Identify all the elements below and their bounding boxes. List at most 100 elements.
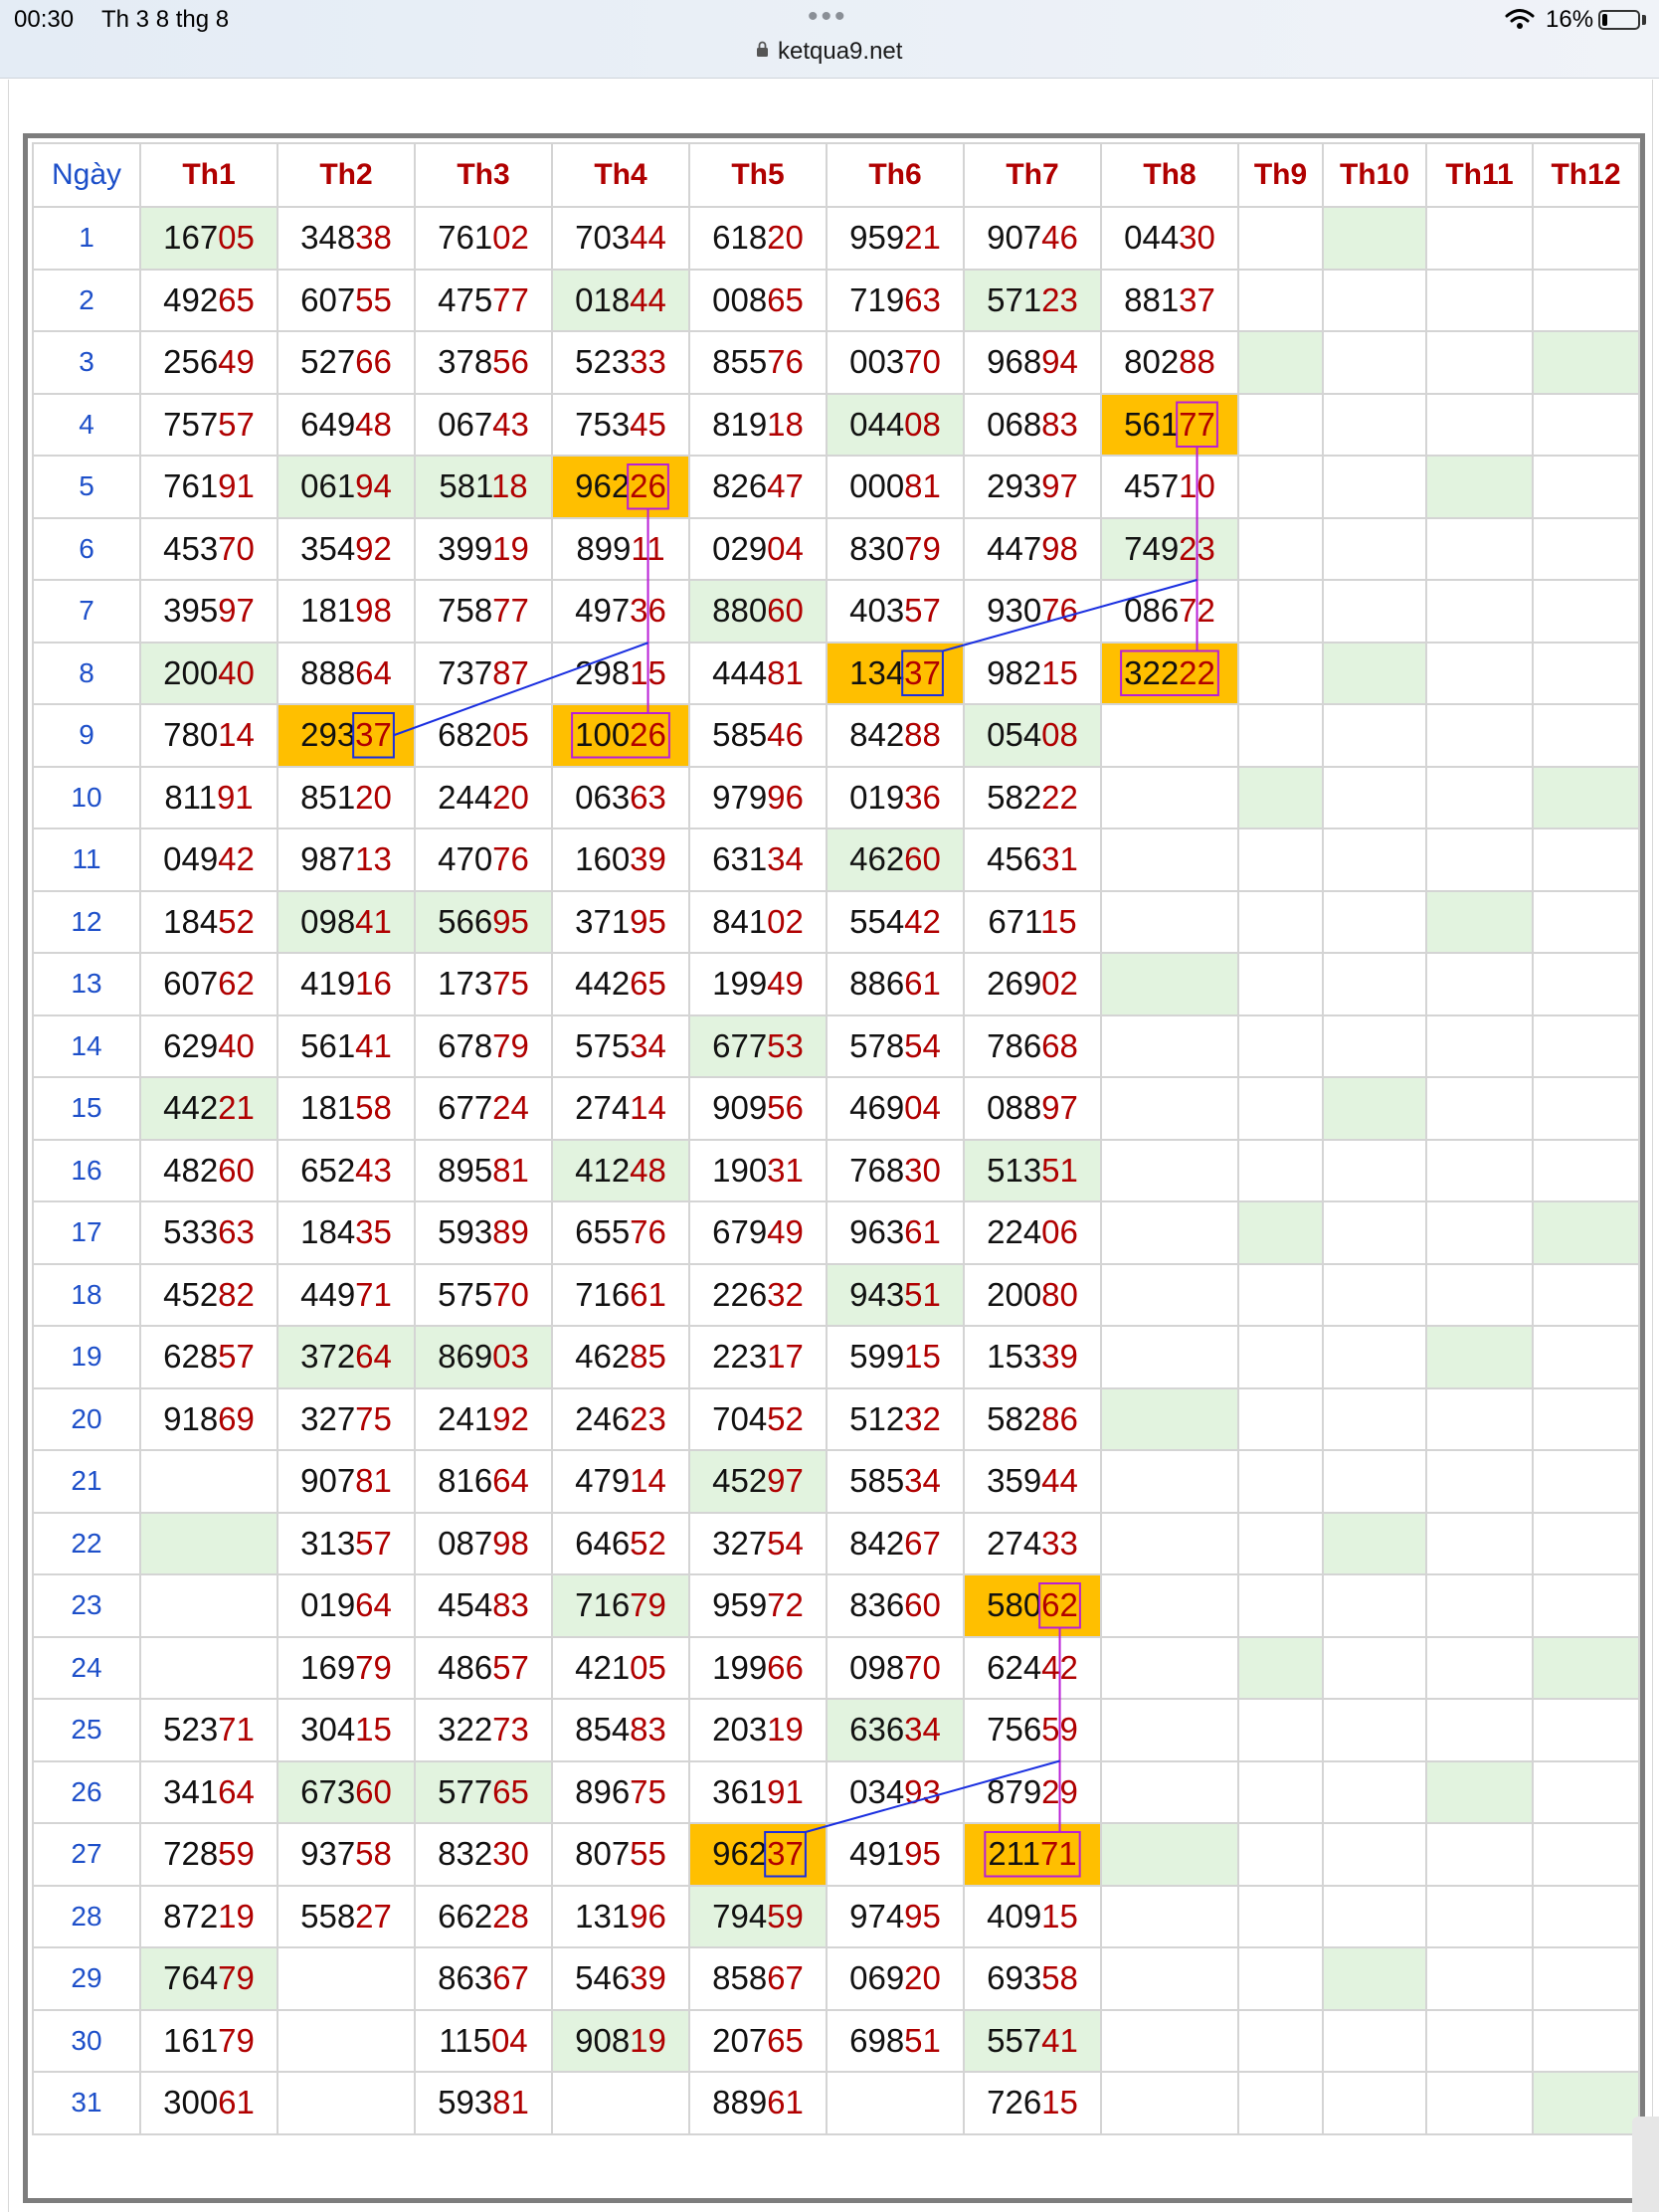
result-cell: 29397 xyxy=(963,455,1102,519)
address-url[interactable]: ketqua9.net xyxy=(778,38,903,65)
result-cell: 45483 xyxy=(414,1573,553,1638)
day-cell: 15 xyxy=(32,1076,141,1141)
result-cell xyxy=(1237,1076,1324,1141)
scroll-tab[interactable] xyxy=(1632,2117,1659,2212)
result-cell: 80288 xyxy=(1100,330,1239,395)
result-cell: 63634 xyxy=(826,1698,965,1762)
result-cell xyxy=(1322,1511,1427,1575)
result-cell: 71679 xyxy=(551,1573,690,1638)
result-cell: 59381 xyxy=(414,2071,553,2135)
result-cell: 00081 xyxy=(826,455,965,519)
header-month-5: Th5 xyxy=(688,142,828,208)
table-body: 1 16705 34838 76102 70344 61820 95921 90746 0443… xyxy=(32,206,1640,2135)
battery-icon xyxy=(1598,10,1640,30)
result-cell: 58222 xyxy=(963,765,1102,830)
result-cell: 00370 xyxy=(826,330,965,395)
result-cell xyxy=(1100,952,1239,1016)
result-cell: 67724 xyxy=(414,1076,553,1141)
result-cell: 13437 xyxy=(826,641,965,705)
result-cell xyxy=(1532,1884,1640,1948)
result-cell xyxy=(1322,1262,1427,1327)
result-cell xyxy=(1322,1573,1427,1638)
result-cell: 78014 xyxy=(139,703,278,768)
day-cell: 26 xyxy=(32,1759,141,1824)
result-cell xyxy=(1237,516,1324,581)
result-cell: 51232 xyxy=(826,1386,965,1451)
result-cell xyxy=(1532,828,1640,892)
result-cell: 53363 xyxy=(139,1200,278,1265)
table-row: 9 78014 29337 68205 10026 58546 84288 05408 xyxy=(32,703,1640,768)
result-cell: 22632 xyxy=(688,1262,828,1327)
result-cell: 95972 xyxy=(688,1573,828,1638)
result-cell: 09841 xyxy=(276,889,416,954)
result-cell xyxy=(1532,952,1640,1016)
table-row: 14 62940 56141 67879 57534 67753 57854 78668 xyxy=(32,1014,1640,1078)
more-dots-icon[interactable]: ••• xyxy=(808,0,848,33)
result-cell: 69851 xyxy=(826,2008,965,2073)
result-cell: 36191 xyxy=(688,1759,828,1824)
result-cell: 93758 xyxy=(276,1822,416,1887)
result-cell xyxy=(1237,765,1324,830)
result-cell: 88060 xyxy=(688,579,828,644)
result-cell: 03493 xyxy=(826,1759,965,1824)
result-cell: 34838 xyxy=(276,206,416,271)
day-cell: 16 xyxy=(32,1138,141,1202)
result-cell xyxy=(139,1511,278,1575)
result-cell xyxy=(1237,1449,1324,1514)
result-cell xyxy=(1425,1635,1534,1700)
result-cell: 96894 xyxy=(963,330,1102,395)
result-cell: 90781 xyxy=(276,1449,416,1514)
result-cell xyxy=(1532,1511,1640,1575)
result-cell: 76830 xyxy=(826,1138,965,1202)
result-cell xyxy=(1100,1325,1239,1389)
day-cell: 2 xyxy=(32,268,141,332)
result-cell: 76479 xyxy=(139,1946,278,2011)
result-cell: 57123 xyxy=(963,268,1102,332)
result-cell: 16979 xyxy=(276,1635,416,1700)
result-cell xyxy=(1425,1200,1534,1265)
result-cell: 47076 xyxy=(414,828,553,892)
result-cell: 51351 xyxy=(963,1138,1102,1202)
day-cell: 14 xyxy=(32,1014,141,1078)
result-cell xyxy=(1425,703,1534,768)
result-cell: 96237 xyxy=(688,1822,828,1887)
result-cell xyxy=(1322,516,1427,581)
result-cell xyxy=(1237,1138,1324,1202)
result-cell xyxy=(1100,1014,1239,1078)
result-cell: 32775 xyxy=(276,1386,416,1451)
result-cell xyxy=(1425,1014,1534,1078)
result-cell xyxy=(276,2008,416,2073)
result-cell xyxy=(1237,268,1324,332)
battery-nub xyxy=(1642,15,1646,25)
result-cell: 57570 xyxy=(414,1262,553,1327)
result-cell: 67115 xyxy=(963,889,1102,954)
result-cell: 06883 xyxy=(963,392,1102,457)
day-cell: 3 xyxy=(32,330,141,395)
result-cell: 75345 xyxy=(551,392,690,457)
result-cell: 90956 xyxy=(688,1076,828,1141)
result-cell: 22317 xyxy=(688,1325,828,1389)
result-cell: 11504 xyxy=(414,2008,553,2073)
result-cell xyxy=(1237,828,1324,892)
result-cell: 61820 xyxy=(688,206,828,271)
result-cell: 34164 xyxy=(139,1759,278,1824)
result-cell: 85867 xyxy=(688,1946,828,2011)
result-cell: 86367 xyxy=(414,1946,553,2011)
result-cell xyxy=(1237,952,1324,1016)
table-row: 11 04942 98713 47076 16039 63134 46260 45631 xyxy=(32,828,1640,892)
result-cell xyxy=(1237,1946,1324,2011)
result-cell: 49265 xyxy=(139,268,278,332)
result-cell: 41248 xyxy=(551,1138,690,1202)
table-row: 10 81191 85120 24420 06363 97996 01936 58222 xyxy=(32,765,1640,830)
result-cell xyxy=(1322,828,1427,892)
result-cell xyxy=(1532,2008,1640,2073)
result-cell: 67753 xyxy=(688,1014,828,1078)
result-cell xyxy=(1425,1946,1534,2011)
result-cell xyxy=(1237,1511,1324,1575)
result-cell xyxy=(1425,1698,1534,1762)
result-cell: 18158 xyxy=(276,1076,416,1141)
table-row: 4 75757 64948 06743 75345 81918 04408 06883 5617… xyxy=(32,392,1640,457)
result-cell: 30061 xyxy=(139,2071,278,2135)
status-time: 00:30 xyxy=(14,6,75,33)
result-cell: 74923 xyxy=(1100,516,1239,581)
